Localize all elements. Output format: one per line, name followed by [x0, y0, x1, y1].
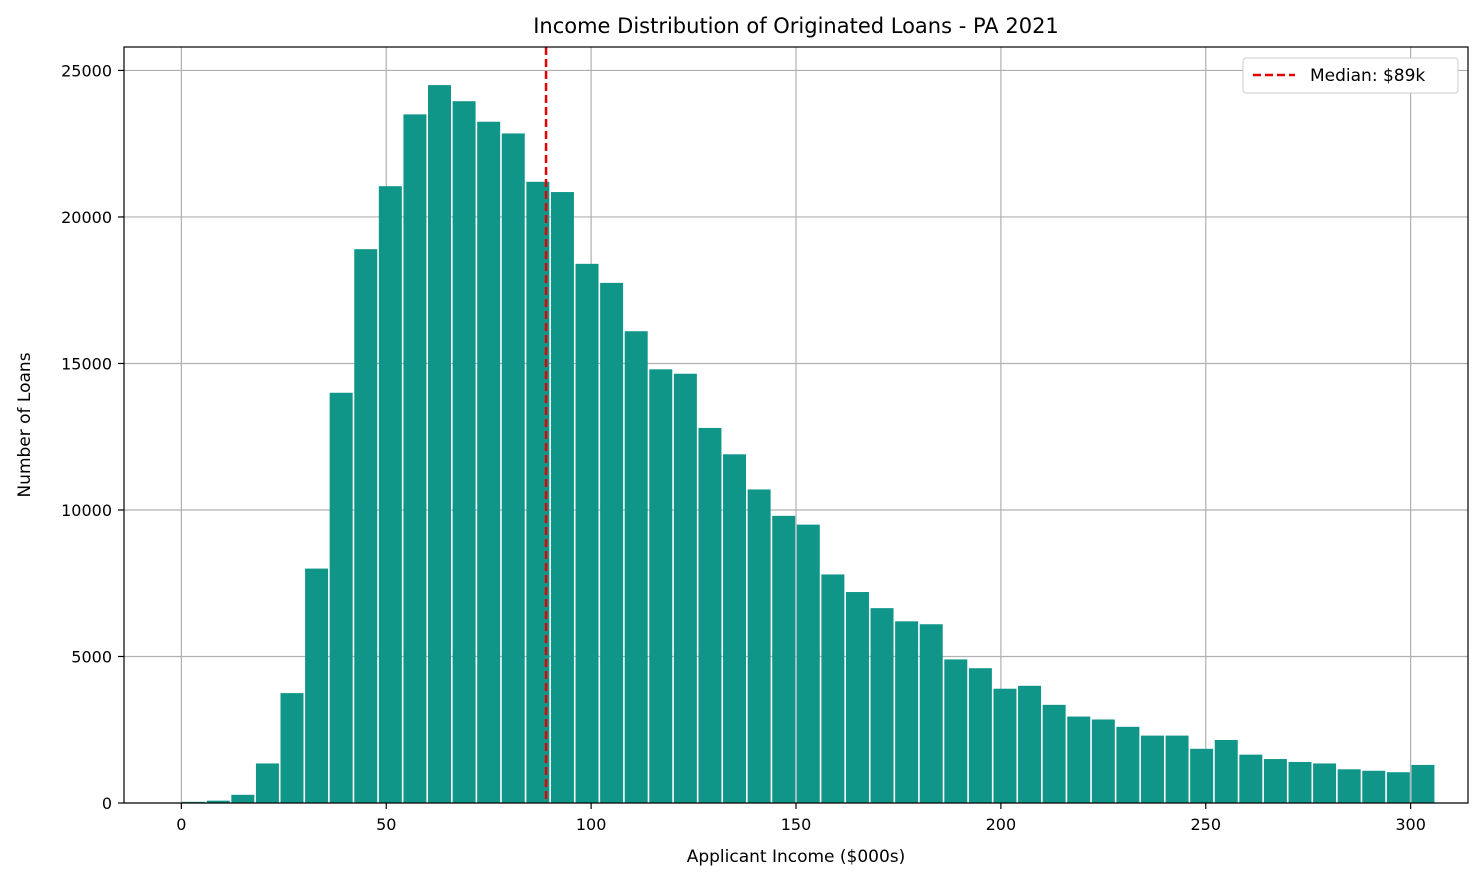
y-tick-label: 25000 — [61, 61, 112, 80]
histogram-bar — [993, 688, 1017, 803]
histogram-bar — [550, 192, 574, 803]
y-axis-label: Number of Loans — [15, 352, 35, 497]
y-tick-label: 5000 — [71, 647, 112, 666]
histogram-bar — [698, 427, 722, 803]
histogram-bar — [870, 608, 894, 803]
histogram-bar — [403, 114, 427, 804]
y-tick-label: 0 — [102, 794, 112, 813]
histogram-bar — [231, 794, 255, 803]
histogram-bar — [206, 800, 230, 803]
histogram-bar — [1067, 716, 1091, 803]
x-tick-label: 50 — [376, 815, 396, 834]
x-tick-label: 300 — [1395, 815, 1426, 834]
histogram-bar — [1018, 685, 1042, 803]
histogram-bar — [747, 489, 771, 803]
histogram-bar — [1362, 770, 1386, 803]
histogram-bar — [1263, 759, 1287, 803]
histogram-bar — [673, 373, 697, 803]
x-axis-label: Applicant Income ($000s) — [687, 847, 906, 867]
histogram-bar — [1165, 735, 1189, 803]
histogram-bar — [329, 392, 353, 803]
y-tick-label: 10000 — [61, 501, 112, 520]
x-tick-label: 200 — [986, 815, 1017, 834]
histogram-bar — [1337, 769, 1361, 803]
y-tick-label: 20000 — [61, 208, 112, 227]
x-tick-label: 100 — [576, 815, 607, 834]
histogram-bar — [1239, 754, 1263, 803]
histogram-bars — [182, 85, 1435, 804]
histogram-bar — [305, 568, 329, 803]
histogram-bar — [1116, 726, 1140, 803]
histogram-bar — [477, 121, 501, 803]
histogram-bar — [796, 524, 820, 803]
histogram-bar — [501, 133, 525, 803]
y-tick-label: 15000 — [61, 354, 112, 373]
histogram-bar — [919, 624, 943, 803]
histogram-bar — [845, 592, 869, 803]
histogram-bar — [1214, 740, 1238, 803]
histogram-bar — [280, 693, 304, 803]
histogram-bar — [1411, 764, 1435, 803]
histogram-bar — [624, 331, 648, 803]
legend: Median: $89k — [1242, 57, 1459, 94]
histogram-bar — [1190, 748, 1214, 803]
axis-ticks: 0 50 100 150 200 250 300 0 5000 10000 15000 20000 25… — [61, 61, 1426, 834]
histogram-bar — [1313, 763, 1337, 803]
legend-median-label: Median: $89k — [1310, 66, 1425, 86]
histogram-bar — [1042, 704, 1066, 803]
histogram-bar — [600, 282, 624, 803]
histogram-bar — [1091, 719, 1115, 803]
histogram-bar — [428, 85, 452, 804]
histogram-bar — [944, 659, 968, 803]
histogram-bar — [1288, 761, 1312, 803]
histogram-bar — [452, 101, 476, 804]
x-tick-label: 0 — [176, 815, 186, 834]
histogram-bar — [649, 369, 673, 803]
histogram-bar — [575, 263, 599, 803]
histogram-bar — [526, 181, 550, 803]
histogram-bar — [1386, 772, 1410, 803]
legend-box — [1242, 57, 1459, 94]
x-tick-label: 250 — [1190, 815, 1221, 834]
histogram-bar — [1140, 735, 1164, 803]
histogram-bar — [821, 574, 845, 803]
histogram-bar — [772, 515, 796, 803]
histogram-bar — [968, 668, 992, 803]
histogram-bar — [378, 186, 402, 804]
histogram-bar — [354, 249, 378, 804]
x-tick-label: 150 — [781, 815, 812, 834]
histogram-bar — [723, 454, 747, 803]
histogram-bar — [255, 763, 279, 803]
histogram-bar — [895, 621, 919, 803]
chart-title: Income Distribution of Originated Loans … — [533, 14, 1059, 38]
